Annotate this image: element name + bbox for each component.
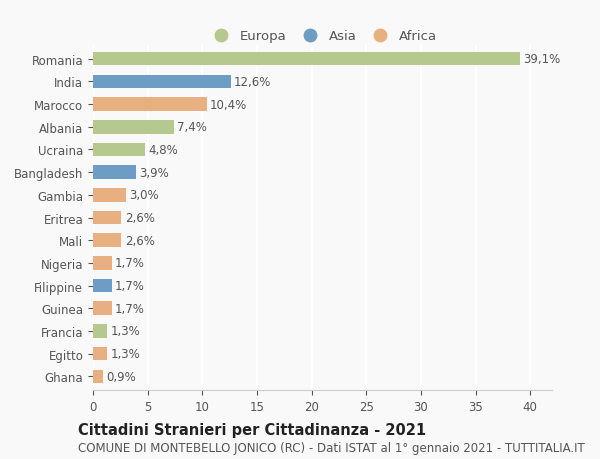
Bar xyxy=(93,370,103,383)
Bar xyxy=(93,143,145,157)
Text: 1,7%: 1,7% xyxy=(115,302,145,315)
Text: 1,3%: 1,3% xyxy=(110,325,140,338)
Text: 2,6%: 2,6% xyxy=(125,234,155,247)
Legend: Europa, Asia, Africa: Europa, Asia, Africa xyxy=(203,25,442,49)
Text: 2,6%: 2,6% xyxy=(125,212,155,224)
Text: 4,8%: 4,8% xyxy=(149,144,178,157)
Text: 7,4%: 7,4% xyxy=(177,121,207,134)
Text: 1,3%: 1,3% xyxy=(110,347,140,360)
Bar xyxy=(93,121,174,134)
Bar xyxy=(93,234,121,247)
Text: 3,9%: 3,9% xyxy=(139,166,169,179)
Bar xyxy=(93,347,107,361)
Bar xyxy=(93,257,112,270)
Bar xyxy=(93,325,107,338)
Bar xyxy=(93,53,520,66)
Text: 1,7%: 1,7% xyxy=(115,257,145,270)
Bar xyxy=(93,75,230,89)
Text: COMUNE DI MONTEBELLO JONICO (RC) - Dati ISTAT al 1° gennaio 2021 - TUTTITALIA.IT: COMUNE DI MONTEBELLO JONICO (RC) - Dati … xyxy=(78,441,585,454)
Bar xyxy=(93,211,121,225)
Text: 12,6%: 12,6% xyxy=(234,76,271,89)
Bar xyxy=(93,189,126,202)
Text: 10,4%: 10,4% xyxy=(210,98,247,111)
Bar xyxy=(93,166,136,179)
Bar xyxy=(93,302,112,315)
Bar xyxy=(93,98,206,112)
Bar xyxy=(93,279,112,293)
Text: Cittadini Stranieri per Cittadinanza - 2021: Cittadini Stranieri per Cittadinanza - 2… xyxy=(78,422,426,437)
Text: 3,0%: 3,0% xyxy=(129,189,158,202)
Text: 0,9%: 0,9% xyxy=(106,370,136,383)
Text: 1,7%: 1,7% xyxy=(115,280,145,292)
Text: 39,1%: 39,1% xyxy=(524,53,561,66)
